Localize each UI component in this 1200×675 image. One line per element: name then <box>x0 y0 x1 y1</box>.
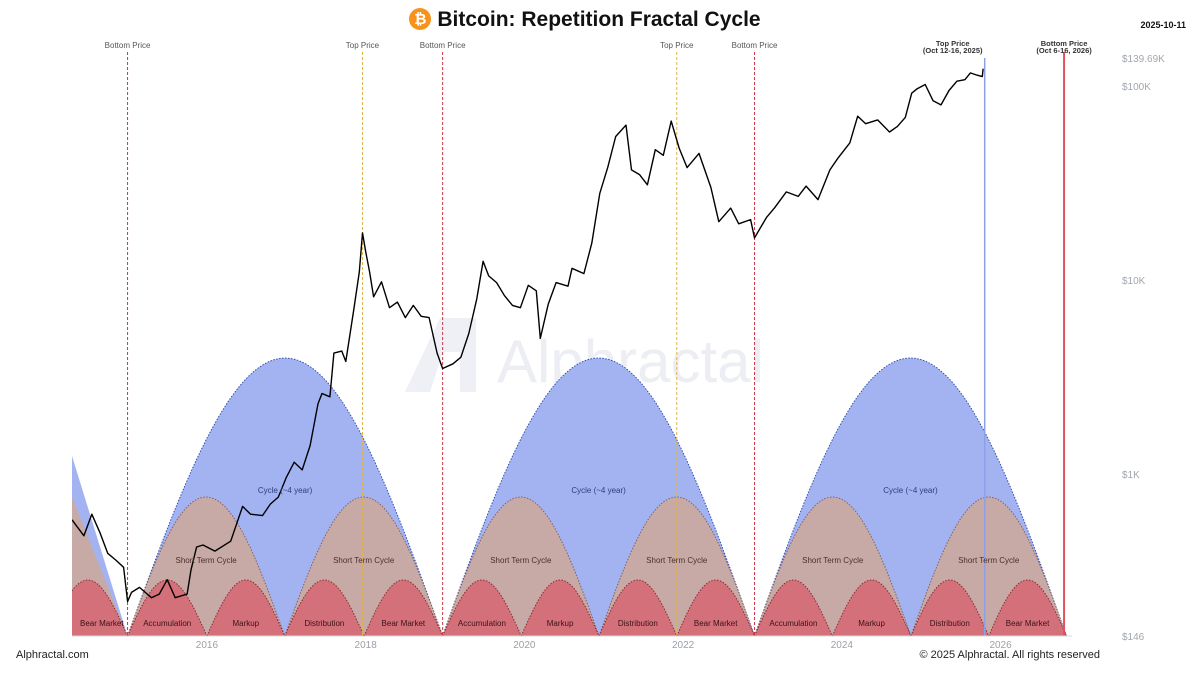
short-cycle-label: Short Term Cycle <box>802 556 864 565</box>
phase-label: Bear Market <box>382 619 426 628</box>
chart-date: 2025-10-11 <box>1140 20 1186 30</box>
cycle-label: Cycle (~4 year) <box>258 486 313 495</box>
x-tick-label: 2026 <box>989 640 1012 651</box>
cycle-arches <box>72 357 1067 636</box>
y-tick-label: $10K <box>1122 276 1146 287</box>
btc-price-line <box>72 68 984 603</box>
phase-arch <box>363 579 444 636</box>
cycle-label: Cycle (~4 year) <box>571 486 626 495</box>
cycle-marker-lines: Bottom Price Bottom Price Bottom Price Top … <box>105 39 1092 636</box>
projected-top-date: (Oct 12-16, 2025) <box>923 46 983 55</box>
cycle-label: Cycle (~4 year) <box>883 486 938 495</box>
phase-arch <box>127 579 208 636</box>
short-cycle-label: Short Term Cycle <box>646 556 708 565</box>
phase-arch <box>72 579 129 636</box>
phase-arch <box>598 579 678 636</box>
phase-arch <box>753 579 833 636</box>
top-price-label: Top Price <box>346 41 380 50</box>
phase-label: Distribution <box>304 619 344 628</box>
phase-arch <box>206 579 286 636</box>
phase-label: Accumulation <box>769 619 817 628</box>
chart-title: ₿ Bitcoin: Repetition Fractal Cycle <box>0 8 1170 32</box>
phase-arch <box>910 579 990 636</box>
y-tick-label: $139.69K <box>1122 54 1165 65</box>
x-tick-label: 2018 <box>355 640 378 651</box>
watermark-logo <box>405 318 476 392</box>
phase-arch <box>988 579 1067 636</box>
footer-copyright: © 2025 Alphractal. All rights reserved <box>919 649 1100 661</box>
projected-top-label: Top Price <box>936 39 970 48</box>
phase-label: Bear Market <box>1006 619 1050 628</box>
phase-arch <box>520 579 600 636</box>
phase-label: Bear Market <box>694 619 738 628</box>
phase-arch <box>442 579 522 636</box>
projected-bottom-label: Bottom Price <box>1041 39 1088 48</box>
phase-arch <box>676 579 756 636</box>
x-tick-label: 2020 <box>513 640 536 651</box>
short-cycle-label: Short Term Cycle <box>176 556 238 565</box>
y-tick-label: $1K <box>1122 470 1140 481</box>
phase-label: Markup <box>232 619 259 628</box>
bottom-price-label: Bottom Price <box>105 41 151 50</box>
top-price-label: Top Price <box>660 41 694 50</box>
projected-bottom-date: (Oct 6-16, 2026) <box>1036 46 1092 55</box>
x-tick-label: 2016 <box>196 640 219 651</box>
y-tick-label: $100K <box>1122 82 1151 93</box>
bottom-price-label: Bottom Price <box>732 41 778 50</box>
phase-label: Distribution <box>618 619 658 628</box>
arch-labels: Cycle (~4 year) Cycle (~4 year) Cycle (~4 … <box>80 486 1050 628</box>
phase-label: Accumulation <box>143 619 191 628</box>
bitcoin-icon: ₿ <box>409 8 432 30</box>
phase-label: Markup <box>547 619 574 628</box>
axes: 2016 2018 2020 2022 2024 2026 $139.69K $100K $10… <box>72 54 1165 651</box>
phase-label: Bear Market <box>80 619 124 628</box>
y-tick-label: $146 <box>1122 632 1145 643</box>
short-cycle-label: Short Term Cycle <box>333 556 395 565</box>
short-cycle-label: Short Term Cycle <box>490 556 552 565</box>
phase-label: Markup <box>858 619 885 628</box>
phase-label: Accumulation <box>458 619 506 628</box>
price-series <box>72 68 984 603</box>
phase-arch <box>284 579 365 636</box>
phase-arch <box>831 579 912 636</box>
chart-title-text: Bitcoin: Repetition Fractal Cycle <box>437 8 761 31</box>
footer-source: Alphractal.com <box>16 649 89 661</box>
x-tick-label: 2024 <box>831 640 854 651</box>
short-cycle-label: Short Term Cycle <box>958 556 1020 565</box>
x-tick-label: 2022 <box>672 640 695 651</box>
bottom-price-label: Bottom Price <box>420 41 466 50</box>
phase-label: Distribution <box>930 619 970 628</box>
